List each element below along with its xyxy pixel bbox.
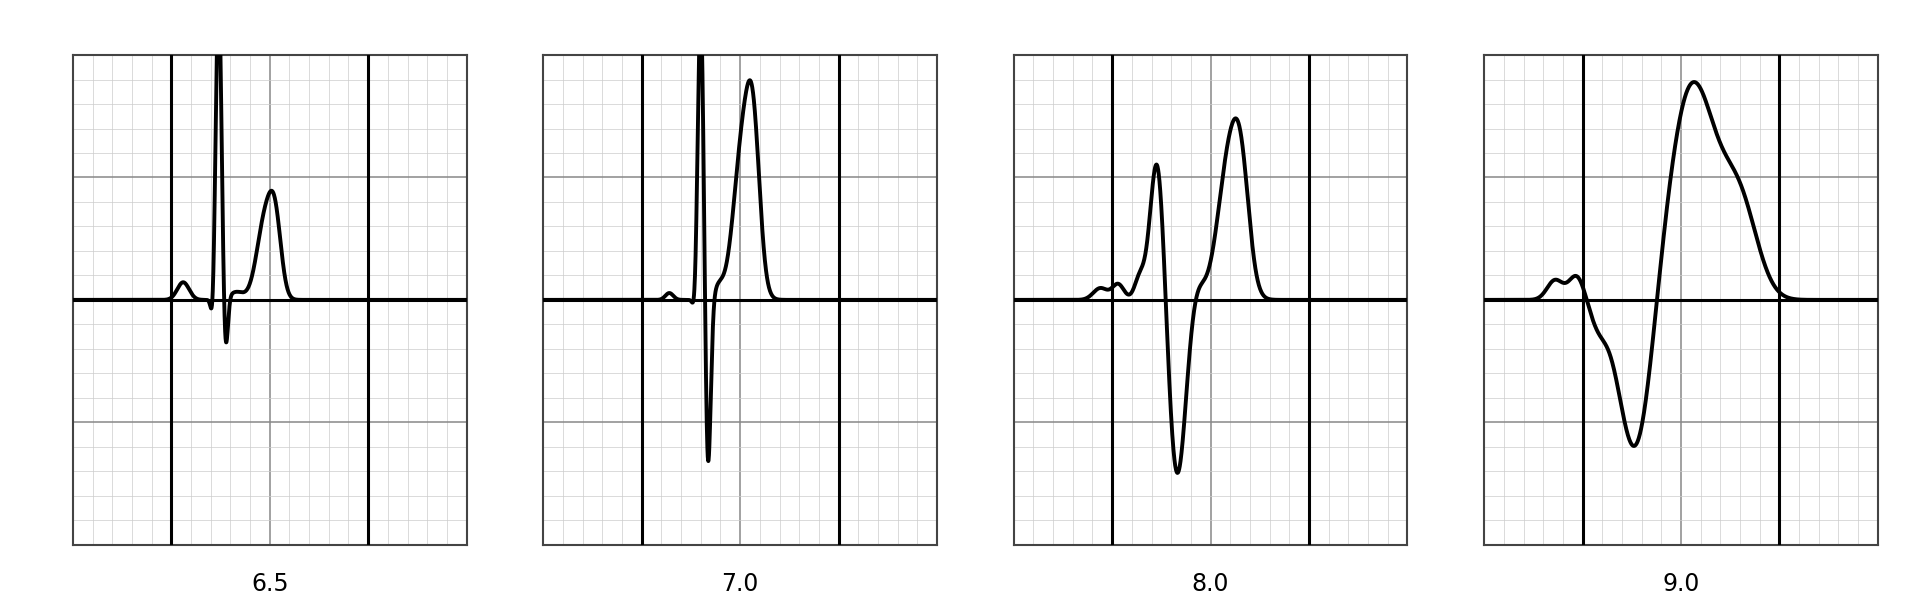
Text: 8.0: 8.0 — [1192, 572, 1229, 595]
Text: 7.0: 7.0 — [722, 572, 758, 595]
Text: 6.5: 6.5 — [252, 572, 288, 595]
Text: 9.0: 9.0 — [1663, 572, 1699, 595]
